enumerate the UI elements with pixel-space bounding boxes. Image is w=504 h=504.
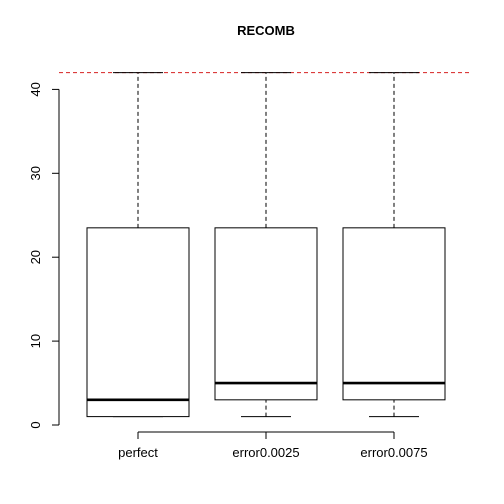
y-tick-label: 30 — [28, 166, 43, 180]
axes: 0 10 20 30 40 perfect error0.0025 error0.0075 — [28, 82, 428, 460]
chart-title: RECOMB — [237, 23, 295, 38]
y-tick-label: 0 — [28, 421, 43, 428]
box-group-0 — [86, 72, 190, 418]
plot-area — [59, 72, 472, 418]
box-iqr — [86, 227, 190, 418]
y-tick-label: 40 — [28, 82, 43, 96]
box-iqr — [342, 227, 446, 401]
box-iqr — [214, 227, 318, 401]
x-tick-label: perfect — [118, 445, 158, 460]
y-tick-label: 10 — [28, 334, 43, 348]
box-group-2 — [342, 72, 446, 418]
x-tick-label: error0.0025 — [232, 445, 299, 460]
x-tick-label: error0.0075 — [360, 445, 427, 460]
box-group-1 — [214, 72, 318, 418]
y-tick-label: 20 — [28, 250, 43, 264]
